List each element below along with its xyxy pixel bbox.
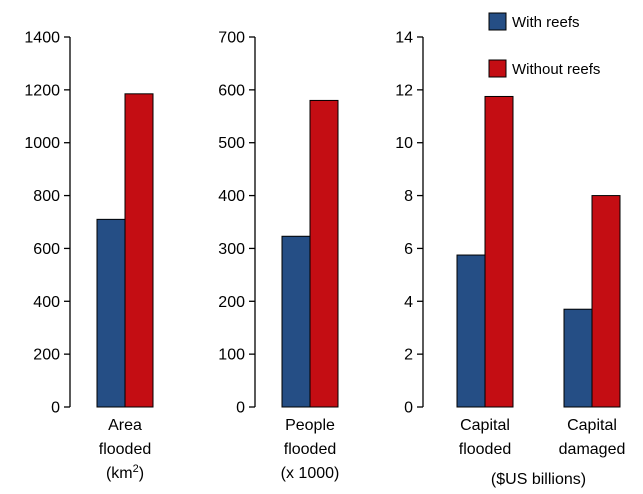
y-tick-label: 4: [404, 294, 413, 311]
legend-item-with-reefs: With reefs: [488, 12, 580, 31]
chart-panels: 0200400600800100012001400Areaflooded(km2…: [24, 30, 625, 489]
category-label-line: (x 1000): [281, 465, 340, 482]
y-tick-label: 400: [218, 188, 245, 205]
legend-swatch-without-reefs: [488, 59, 507, 78]
y-tick-label: 12: [395, 82, 413, 99]
bar-without-reefs: [309, 99, 339, 408]
y-tick-label: 0: [51, 400, 60, 417]
category-label-line: Capital: [567, 417, 617, 434]
y-tick-label: 200: [33, 347, 60, 364]
y-tick-label: 6: [404, 241, 413, 258]
category-label-line: damaged: [559, 441, 626, 458]
y-tick-label: 600: [33, 241, 60, 258]
bar-without-reefs: [591, 195, 621, 408]
y-tick-label: 600: [218, 82, 245, 99]
y-tick-label: 1000: [24, 135, 60, 152]
y-tick-label: 100: [218, 347, 245, 364]
category-unit-label: (km2): [106, 463, 144, 482]
bar-with-reefs: [96, 218, 126, 408]
y-tick-label: 0: [236, 400, 245, 417]
y-tick-label: 300: [218, 241, 245, 258]
y-tick-label: 800: [33, 188, 60, 205]
bar-without-reefs: [484, 95, 514, 408]
chart-panel-1: 0 200 400 600 800 1000 1200 1400 Area flooded (km2…: [24, 30, 154, 482]
category-label-line: Area: [108, 417, 142, 434]
y-tick-label: 200: [218, 294, 245, 311]
chart-panel-2: 0 100 200 300 400 500 600 700 People flooded (x 10…: [218, 30, 339, 483]
y-tick-label: 0: [404, 400, 413, 417]
category-label-line: flooded: [99, 441, 152, 458]
y-tick-label: 2: [404, 347, 413, 364]
y-tick-label: 14: [395, 30, 413, 47]
y-tick-label: 700: [218, 30, 245, 47]
category-label-line: flooded: [284, 441, 337, 458]
category-label-line: flooded: [459, 441, 512, 458]
category-label-line: People: [285, 417, 335, 434]
bar-with-reefs: [563, 308, 593, 408]
bar-with-reefs: [456, 254, 486, 408]
chart-panel-3: 0 2 4 6 8 10 12 14 Capital flooded Capital damaged (…: [395, 30, 625, 489]
legend-swatch-with-reefs: [488, 12, 507, 31]
legend: With reefs Without reefs: [488, 12, 600, 78]
y-tick-label: 400: [33, 294, 60, 311]
y-tick-label: 500: [218, 135, 245, 152]
bar-with-reefs: [281, 235, 311, 408]
y-tick-label: 1200: [24, 82, 60, 99]
legend-label-without-reefs: Without reefs: [512, 61, 600, 78]
group-unit-label: ($US billions): [491, 471, 586, 488]
y-tick-label: 8: [404, 188, 413, 205]
legend-item-without-reefs: Without reefs: [488, 59, 600, 78]
legend-label-with-reefs: With reefs: [512, 14, 580, 31]
bar-without-reefs: [124, 93, 154, 408]
y-tick-label: 10: [395, 135, 413, 152]
y-tick-label: 1400: [24, 30, 60, 47]
category-label-line: Capital: [460, 417, 510, 434]
